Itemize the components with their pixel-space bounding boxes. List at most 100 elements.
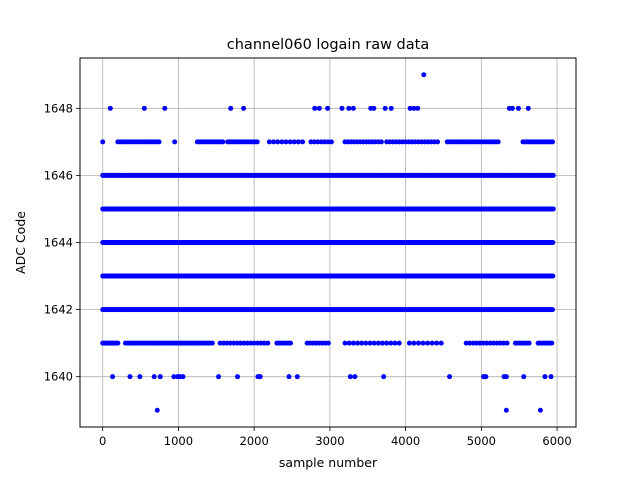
data-point: [266, 139, 272, 145]
data-point: [378, 139, 384, 145]
data-point: [548, 374, 554, 380]
y-tick-label: 1644: [44, 236, 73, 250]
data-point: [425, 340, 431, 346]
data-point: [411, 340, 417, 346]
x-tick-label: 1000: [164, 434, 193, 448]
y-tick-label: 1642: [44, 303, 73, 317]
data-point: [388, 340, 394, 346]
chart-title: channel060 logain raw data: [227, 37, 429, 53]
data-point: [287, 139, 293, 145]
data-point: [294, 374, 300, 380]
data-point: [180, 374, 186, 380]
data-point: [375, 340, 381, 346]
data-point: [346, 340, 352, 346]
y-tick-label: 1640: [44, 370, 73, 384]
y-tick-label: 1648: [44, 101, 73, 115]
data-point: [141, 105, 147, 111]
plot-area: [79, 57, 577, 428]
data-point: [279, 139, 285, 145]
data-point: [382, 105, 388, 111]
data-point: [435, 139, 441, 145]
data-point: [352, 374, 358, 380]
data-point: [509, 105, 515, 111]
data-point: [100, 139, 106, 145]
data-point: [503, 374, 509, 380]
data-point: [228, 105, 234, 111]
data-point: [434, 340, 440, 346]
data-point: [384, 340, 390, 346]
data-point: [550, 307, 556, 313]
data-point: [316, 105, 322, 111]
y-axis-label: ADC Code: [13, 211, 28, 274]
data-point: [342, 340, 348, 346]
data-point: [151, 374, 157, 380]
x-tick-label: 4000: [391, 434, 420, 448]
y-tick-label: 1646: [44, 168, 73, 182]
data-point: [550, 240, 556, 245]
data-point: [127, 374, 133, 380]
data-point: [503, 407, 509, 413]
data-point: [363, 340, 369, 346]
data-point: [411, 105, 417, 111]
data-point: [550, 139, 556, 145]
data-point: [265, 340, 271, 346]
data-point: [275, 139, 281, 145]
data-point: [381, 374, 387, 380]
data-point: [495, 139, 501, 145]
y-axis-ticks: 1640 1642 1644 1646 1648: [44, 101, 80, 384]
data-point: [415, 105, 421, 111]
data-point: [137, 374, 143, 380]
data-point: [254, 139, 260, 145]
data-point: [283, 139, 289, 145]
data-point: [406, 340, 412, 346]
data-point: [371, 105, 377, 111]
data-point: [312, 105, 318, 111]
data-point: [415, 340, 421, 346]
data-point: [300, 139, 306, 145]
data-point: [325, 105, 331, 111]
data-point: [550, 273, 556, 279]
x-tick-label: 6000: [542, 434, 571, 448]
data-point: [526, 340, 532, 346]
data-point: [515, 105, 521, 111]
data-point: [115, 340, 121, 346]
data-point: [235, 374, 241, 380]
data-point: [157, 374, 163, 380]
x-tick-label: 2000: [240, 434, 269, 448]
data-point: [380, 340, 386, 346]
data-point: [257, 374, 263, 380]
data-point: [156, 139, 162, 145]
data-point: [521, 374, 527, 380]
data-point: [438, 340, 444, 346]
data-point: [359, 340, 365, 346]
data-point: [350, 105, 356, 111]
data-point: [216, 374, 222, 380]
data-point: [220, 139, 226, 145]
data-point: [241, 105, 247, 111]
data-point: [162, 105, 168, 111]
data-point: [483, 374, 489, 380]
data-point: [525, 105, 531, 111]
data-point: [537, 407, 543, 413]
data-point: [286, 374, 292, 380]
x-axis-label: sample number: [279, 455, 378, 470]
data-point: [346, 105, 352, 111]
data-point: [550, 172, 556, 178]
data-point: [355, 340, 361, 346]
data-point: [295, 139, 301, 145]
data-point: [388, 105, 394, 111]
data-point: [392, 340, 398, 346]
data-point: [396, 340, 402, 346]
data-point: [107, 105, 113, 111]
data-point: [347, 374, 353, 380]
data-point: [371, 340, 377, 346]
data-point: [171, 374, 177, 380]
data-point: [447, 374, 453, 380]
data-point: [421, 72, 427, 78]
data-point: [172, 139, 178, 145]
data-point: [209, 340, 215, 346]
data-points: [100, 72, 556, 413]
x-axis-ticks: 0 1000 2000 3000 4000 5000 6000: [99, 427, 572, 448]
x-tick-label: 5000: [467, 434, 496, 448]
